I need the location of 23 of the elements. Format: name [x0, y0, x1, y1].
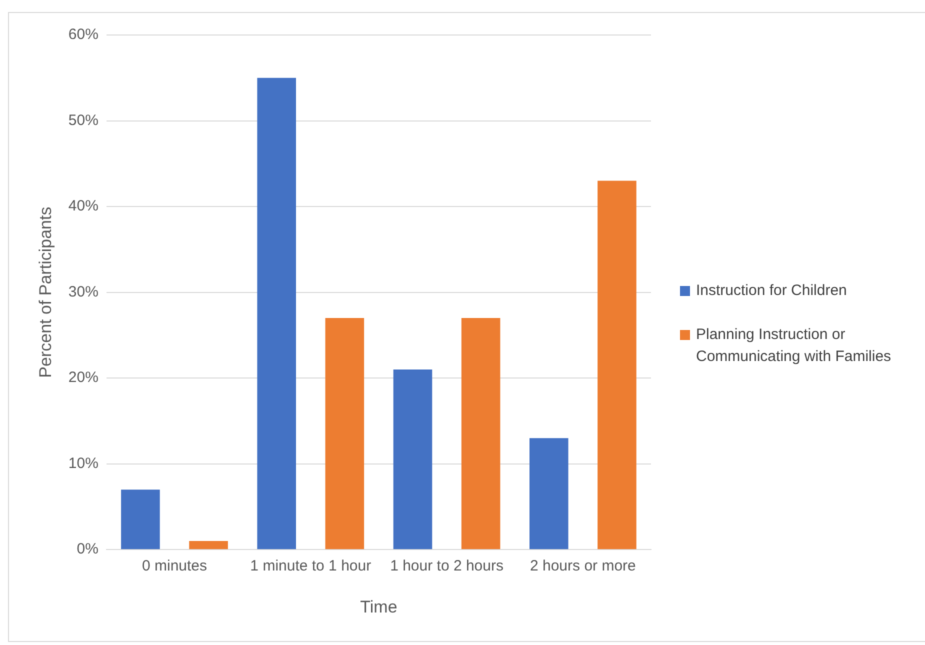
y-tick-label: 30%	[68, 283, 98, 300]
bar	[325, 318, 364, 550]
y-tick-label: 60%	[68, 26, 98, 44]
bar	[393, 369, 432, 550]
x-tick-label: 1 minute to 1 hour	[250, 558, 372, 575]
x-axis-title: Time	[360, 597, 398, 616]
x-tick-label: 1 hour to 2 hours	[390, 558, 504, 575]
x-tick-label: 2 hours or more	[530, 558, 636, 575]
legend-label: Instruction for Children	[696, 281, 847, 301]
bar	[189, 541, 228, 550]
bar	[598, 180, 636, 550]
bar	[529, 438, 568, 550]
y-axis-title: Percent of Participants	[36, 206, 55, 378]
bar	[257, 78, 296, 550]
x-tick-label: 0 minutes	[142, 558, 208, 575]
y-tick-label: 50%	[68, 112, 98, 129]
y-tick-label: 0%	[76, 540, 98, 558]
bar	[121, 490, 160, 550]
y-tick-label: 40%	[68, 198, 98, 215]
y-tick-label: 10%	[68, 454, 98, 472]
y-tick-label: 20%	[68, 369, 98, 386]
bar	[461, 318, 500, 550]
legend-label: Planning Instruction or Communicating with Families	[696, 325, 892, 367]
